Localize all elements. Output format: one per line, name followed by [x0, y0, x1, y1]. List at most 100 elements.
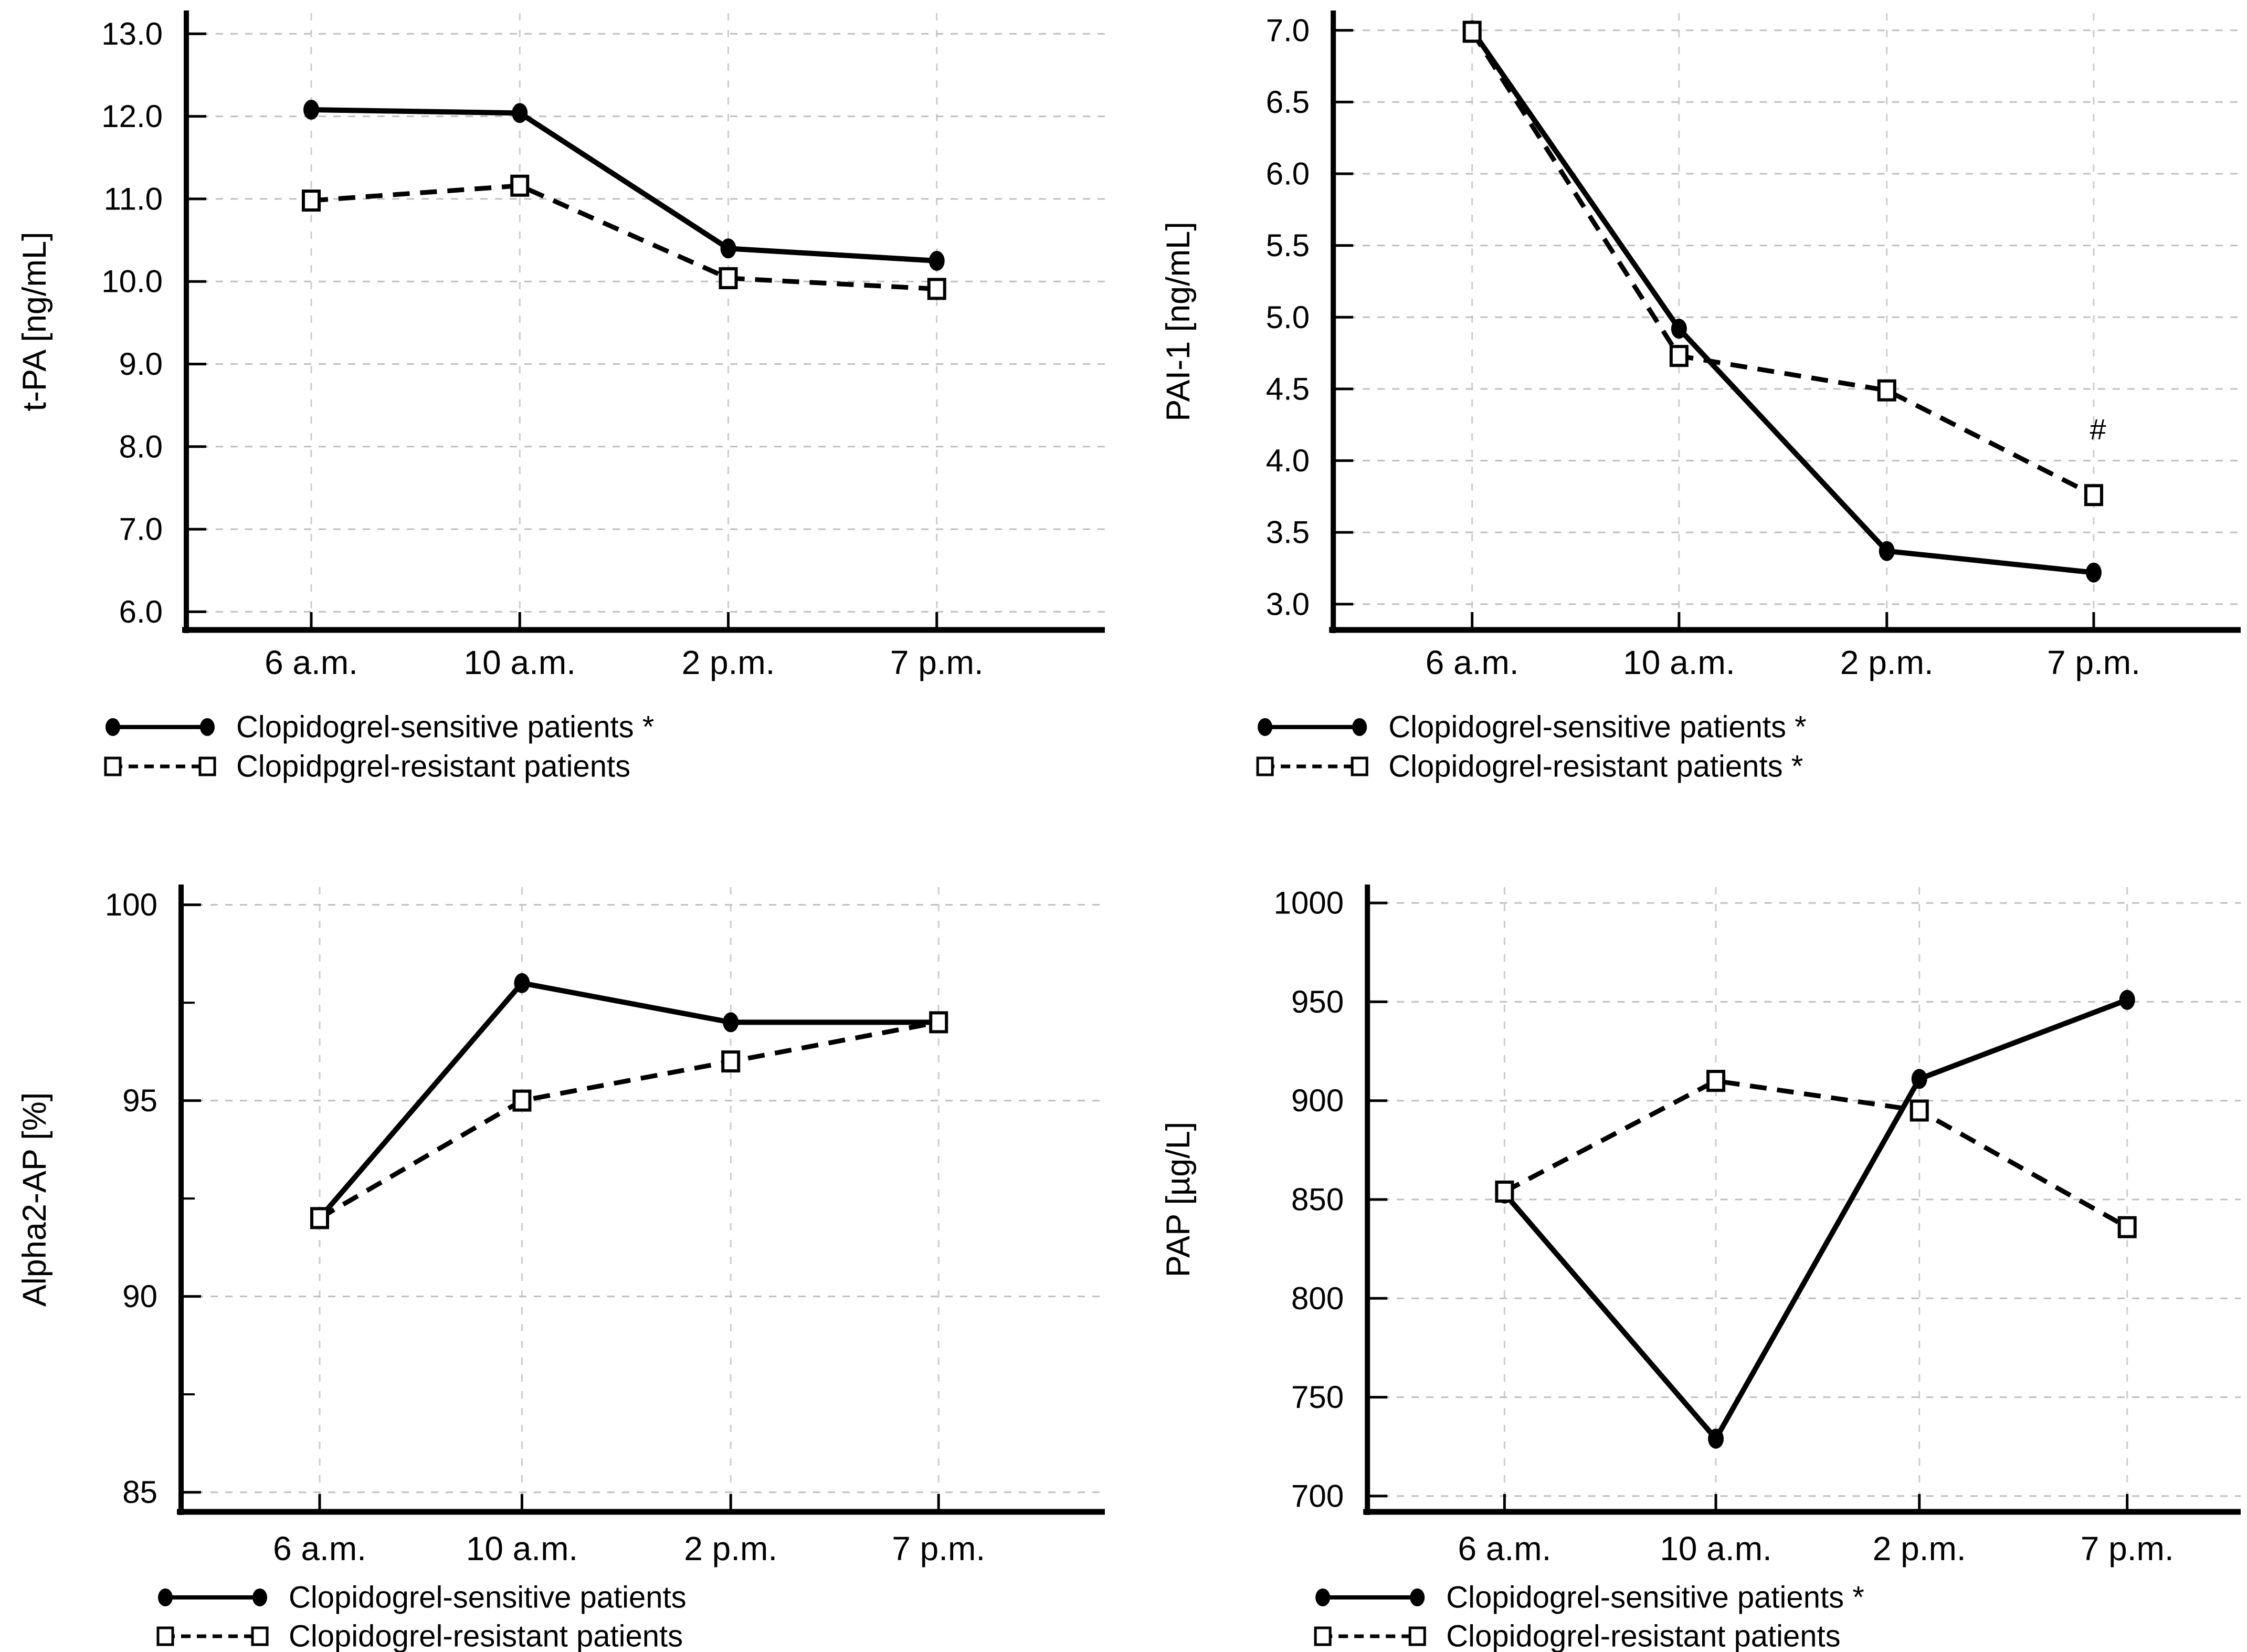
series-group [310, 973, 948, 1229]
data-point-marker-square [2117, 1216, 2137, 1238]
y-tick-label: 4.0 [1266, 443, 1310, 478]
data-point-marker-circle [512, 103, 528, 123]
y-tick-label: 6.5 [1266, 85, 1310, 120]
axes [1329, 10, 2241, 633]
axes [182, 10, 1105, 633]
data-point-marker-circle [1671, 319, 1687, 339]
legend-marker-circle [200, 718, 215, 736]
y-tick-label: 11.0 [104, 181, 163, 216]
legend: Clopidogrel-sensitive patients Clopidogre… [156, 1581, 687, 1652]
legend-marker-circle [1352, 718, 1367, 736]
chart-panel-alpha2ap: Alpha2-AP [%] 6 a.m. 10 a.m. 2 p.m. 7 p.m. 1… [0, 816, 1123, 1652]
x-tick-label: 6 a.m. [1426, 644, 1519, 681]
y-tick-label: 8.0 [119, 429, 163, 464]
legend-item-sensitive: Clopidogrel-sensitive patients * [106, 710, 654, 744]
y-tick-label: 3.0 [1266, 586, 1310, 622]
data-point-marker-square [929, 1011, 948, 1034]
x-tick-label: 10 a.m. [466, 1530, 578, 1567]
x-tick-label: 6 a.m. [1458, 1530, 1551, 1567]
data-point-marker-square [1877, 379, 1896, 402]
legend-label: Clopidogrel-resistant patients * [1388, 750, 1803, 784]
y-tick-label: 5.0 [1266, 300, 1310, 335]
legend: Clopidogrel-sensitive patients * Clopidog… [1314, 1581, 1864, 1652]
y-axis-label: PAP [µg/L] [1160, 1122, 1197, 1278]
x-tick-label: 10 a.m. [464, 644, 576, 681]
data-point-marker-circle [929, 250, 945, 271]
gridlines [181, 887, 1105, 1512]
data-point-marker-square [1706, 1070, 1726, 1092]
data-point-marker-square [719, 267, 738, 289]
x-tick-label: 7 p.m. [2081, 1530, 2174, 1567]
y-tick-label: 850 [1291, 1182, 1344, 1217]
legend-item-resistant: Clopidogrel-resistant patients * [1256, 750, 1803, 784]
y-tick-label: 7.0 [1266, 13, 1310, 48]
legend-item-sensitive: Clopidogrel-sensitive patients * [1315, 1581, 1864, 1614]
legend-label: Clopidogrel-resistant patients [1446, 1619, 1840, 1652]
x-tick-label: 7 p.m. [2047, 644, 2140, 681]
y-tick-label: 750 [1291, 1380, 1344, 1415]
y-tick-label: 10.0 [101, 264, 163, 299]
y-tick-label: 100 [105, 887, 157, 922]
y-tick-label: 9.0 [119, 346, 163, 382]
legend-item-resistant: Clopidogrel-resistant patients [1314, 1619, 1841, 1652]
legend-marker-circle [106, 718, 120, 736]
legend-marker-square [104, 756, 122, 776]
chart-svg-pai1: 6 a.m. 10 a.m. 2 p.m. 7 p.m. 7.0 6.5 6.0 5.5 5.0… [1160, 10, 2241, 784]
legend: Clopidogrel-sensitive patients * Clopidpg… [104, 710, 654, 784]
y-tick-label: 6.0 [119, 594, 163, 629]
legend-marker-square [156, 1626, 174, 1646]
x-tick-label: 10 a.m. [1623, 644, 1735, 681]
data-point-marker-circle [720, 238, 736, 259]
gridlines [186, 13, 1105, 630]
y-tick-label: 950 [1291, 984, 1344, 1019]
legend-marker-circle [1410, 1588, 1425, 1606]
legend-marker-square [1351, 756, 1368, 776]
data-point-marker-circle [1879, 541, 1895, 561]
y-tick-label: 900 [1291, 1083, 1344, 1118]
significance-marker: # [2090, 413, 2106, 446]
data-point-marker-square [927, 278, 946, 300]
series-group [1495, 990, 2137, 1449]
data-point-marker-square [1910, 1099, 1929, 1122]
chart-svg-alpha2ap: 6 a.m. 10 a.m. 2 p.m. 7 p.m. 100 95 90 85 Alpha2… [16, 885, 1105, 1652]
data-point-marker-circle [1708, 1428, 1724, 1449]
x-tick-label: 6 a.m. [273, 1530, 366, 1567]
series-group [1462, 20, 2103, 583]
y-tick-label: 5.5 [1266, 228, 1310, 263]
y-tick-label: 90 [122, 1279, 157, 1314]
data-point-marker-circle [514, 973, 530, 993]
axes [177, 885, 1105, 1515]
x-tick-label: 7 p.m. [892, 1530, 985, 1567]
legend-label: Clopidpgrel-resistant patients [236, 750, 630, 784]
y-tick-label: 800 [1291, 1281, 1344, 1316]
axis-text: 6 a.m. 10 a.m. 2 p.m. 7 p.m. 13.0 12.0 11.0 10.… [16, 16, 984, 681]
legend-marker-square [1256, 756, 1274, 776]
data-point-marker-circle [723, 1012, 739, 1033]
legend-label: Clopidogrel-sensitive patients * [236, 710, 654, 744]
series-line-sensitive [1502, 997, 2128, 1444]
legend-marker-circle [252, 1588, 267, 1606]
data-point-marker-square [721, 1050, 741, 1073]
data-point-marker-square [1495, 1180, 1514, 1203]
x-tick-label: 7 p.m. [890, 644, 984, 681]
series-line-resistant [311, 183, 937, 291]
gridlines [1333, 13, 2241, 630]
legend: Clopidogrel-sensitive patients * Clopidog… [1256, 710, 1807, 784]
legend-label: Clopidogrel-resistant patients [289, 1619, 683, 1652]
legend-marker-square [251, 1626, 269, 1646]
legend-item-sensitive: Clopidogrel-sensitive patients [158, 1581, 687, 1615]
y-tick-label: 13.0 [101, 16, 163, 51]
legend-marker-circle [158, 1588, 173, 1606]
data-point-marker-square [1462, 20, 1482, 43]
chart-svg-tpa: 6 a.m. 10 a.m. 2 p.m. 7 p.m. 13.0 12.0 11.0 10.… [16, 10, 1105, 784]
chart-svg-pap: 6 a.m. 10 a.m. 2 p.m. 7 p.m. 1000 950 900 850 80… [1160, 885, 2241, 1652]
legend-marker-square [1314, 1626, 1332, 1646]
data-point-marker-square [510, 174, 530, 197]
data-point-marker-square [1669, 345, 1689, 367]
series-line-resistant [1503, 1078, 2128, 1229]
legend-marker-square [198, 756, 216, 776]
y-tick-label: 3.5 [1266, 515, 1310, 550]
legend-item-resistant: Clopidogrel-resistant patients [156, 1619, 683, 1652]
data-point-marker-square [512, 1089, 532, 1112]
